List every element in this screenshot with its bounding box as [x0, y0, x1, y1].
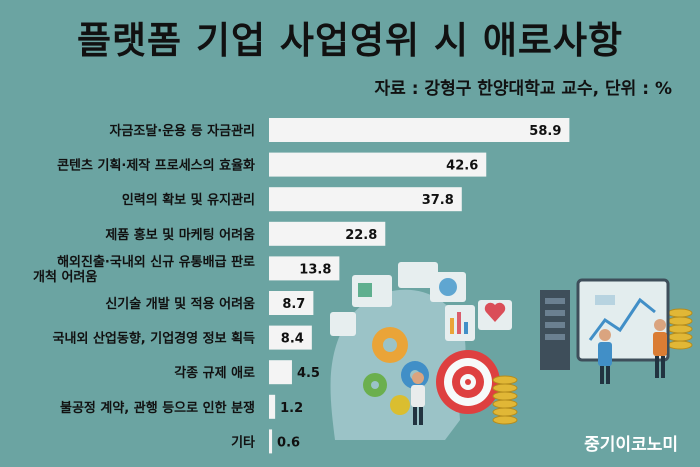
value-label-6: 8.7	[282, 297, 305, 312]
value-label-1: 58.9	[529, 124, 561, 139]
bar-10	[269, 429, 273, 454]
category-label-2: 콘텐츠 기획·제작 프로세스의 효율화	[57, 158, 255, 174]
bar-5	[269, 256, 340, 281]
bar-1	[269, 118, 570, 142]
source-note: 자료 : 강형구 한양대학교 교수, 단위 : %	[374, 79, 672, 99]
category-label-7: 국내외 산업동향, 기업경영 정보 획득	[53, 331, 255, 347]
bar-3	[269, 187, 462, 212]
category-label-3: 인력의 확보 및 유지관리	[122, 192, 255, 208]
category-label-10: 기타	[231, 434, 255, 450]
value-label-4: 22.8	[345, 228, 377, 243]
category-label-4: 제품 홍보 및 마케팅 어려움	[105, 227, 255, 243]
value-label-2: 42.6	[446, 159, 478, 174]
category-label-9: 불공정 계약, 관행 등으로 인한 분쟁	[60, 400, 255, 416]
bar-7	[269, 325, 312, 350]
value-label-9: 1.2	[280, 401, 303, 416]
bar-2	[269, 152, 487, 177]
bar-6	[269, 291, 314, 315]
category-label-1: 자금조달·운용 등 자금관리	[109, 123, 255, 139]
value-label-7: 8.4	[281, 332, 304, 347]
category-label-5: 해외진출·국내외 신규 유통배급 판로	[57, 254, 255, 270]
bar-9	[269, 394, 276, 419]
category-label-8: 각종 규제 애로	[174, 365, 255, 381]
page-title: 플랫폼 기업 사업영위 시 애로사항	[76, 19, 624, 62]
category-label-6: 신기술 개발 및 적용 어려움	[105, 296, 255, 312]
business-illustration	[330, 262, 693, 440]
value-label-5: 13.8	[299, 262, 331, 277]
category-label-5: 개척 어려움	[33, 269, 97, 285]
value-label-3: 37.8	[422, 193, 454, 208]
bar-4	[269, 221, 386, 246]
brand-logo-text: 중기이코노미	[584, 435, 678, 455]
value-label-8: 4.5	[297, 366, 320, 381]
bar-8	[269, 360, 292, 385]
value-label-10: 0.6	[277, 435, 300, 450]
